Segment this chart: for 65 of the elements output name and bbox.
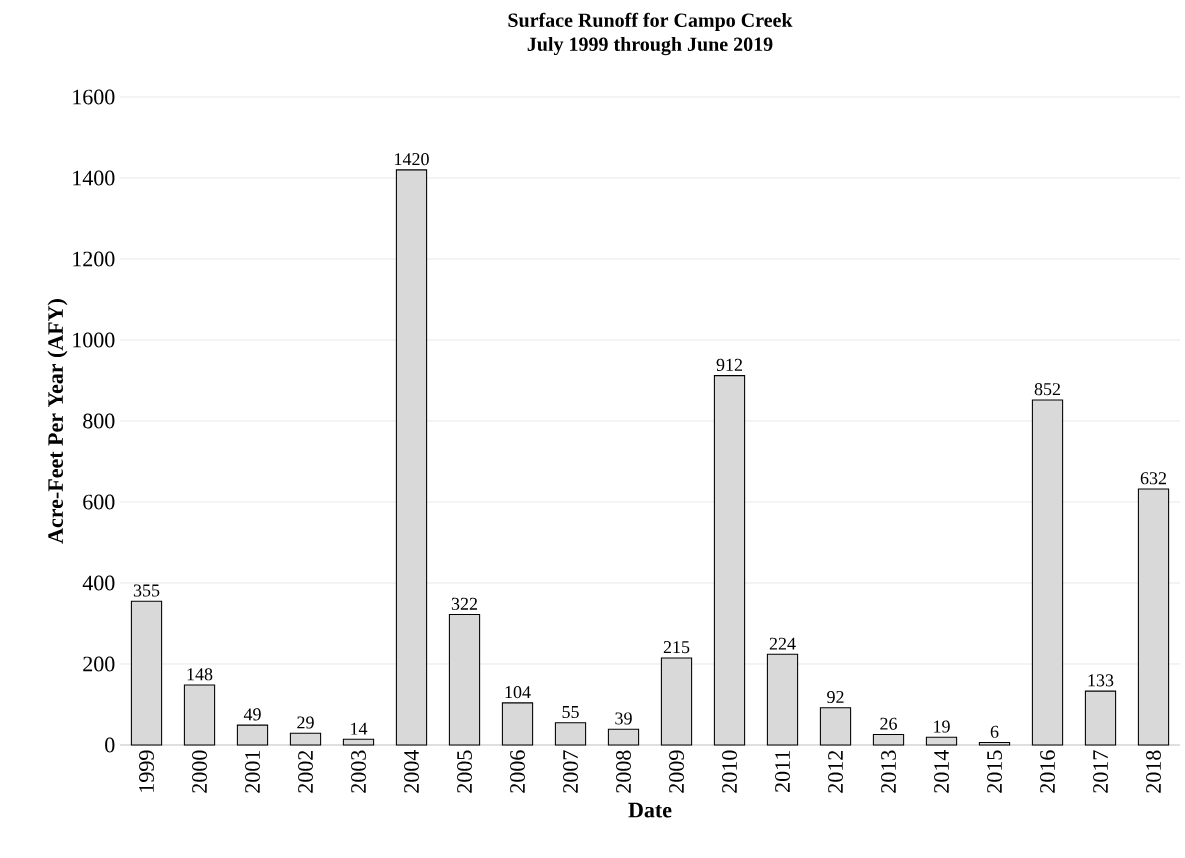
x-tick-label: 2004 xyxy=(404,750,419,793)
data-label: 133 xyxy=(1088,674,1114,687)
data-label: 632 xyxy=(1140,472,1167,485)
bar xyxy=(501,702,534,746)
bar xyxy=(607,728,640,746)
x-tick-label: 2016 xyxy=(1040,750,1055,793)
y-tick-label: 1000 xyxy=(73,332,115,348)
bar xyxy=(342,738,375,746)
data-label: 148 xyxy=(187,668,213,681)
data-label: 19 xyxy=(934,720,950,733)
y-tick-label: 1600 xyxy=(73,89,115,105)
x-tick-label: 2003 xyxy=(351,750,366,793)
data-label: 29 xyxy=(297,716,314,729)
x-axis-title: Date xyxy=(628,802,672,818)
x-tick-label: 2007 xyxy=(563,750,578,793)
data-label: 1420 xyxy=(395,153,429,166)
data-label: 26 xyxy=(880,717,897,730)
y-axis-title: Acre-Feet Per Year (AFY) xyxy=(47,299,68,544)
x-tick-label: 2018 xyxy=(1146,750,1161,793)
data-label: 39 xyxy=(615,712,632,725)
x-tick-label: 2012 xyxy=(828,750,843,793)
x-tick-label: 2010 xyxy=(722,750,737,793)
y-tick-label: 600 xyxy=(83,494,115,510)
x-tick-label: 1999 xyxy=(139,750,154,792)
y-tick-label: 1400 xyxy=(73,170,115,186)
bar xyxy=(183,684,216,746)
data-label: 92 xyxy=(827,690,844,704)
x-tick-label: 2014 xyxy=(934,750,949,793)
bar xyxy=(1084,690,1117,746)
x-tick-label: 2008 xyxy=(616,750,631,793)
data-label: 14 xyxy=(351,722,368,735)
bar xyxy=(819,707,852,746)
bar xyxy=(872,733,905,746)
data-label: 49 xyxy=(243,708,261,721)
y-tick-label: 0 xyxy=(105,737,115,753)
chart-subtitle: July 1999 through June 2019 xyxy=(527,36,773,56)
data-label: 6 xyxy=(990,725,999,738)
x-tick-label: 2006 xyxy=(510,750,525,793)
x-tick-label: 2013 xyxy=(881,750,896,793)
y-tick-label: 400 xyxy=(82,575,115,591)
bar xyxy=(236,724,269,746)
x-tick-label: 2015 xyxy=(987,750,1002,793)
bar xyxy=(925,736,958,746)
bar xyxy=(289,732,322,746)
x-tick-label: 2011 xyxy=(775,751,790,792)
data-label: 224 xyxy=(769,637,796,650)
data-label: 355 xyxy=(133,584,160,597)
data-label: 55 xyxy=(562,706,579,719)
y-tick-label: 1200 xyxy=(73,251,115,267)
bar xyxy=(554,722,587,746)
data-label: 912 xyxy=(716,358,743,371)
bar xyxy=(978,742,1011,746)
x-tick-label: 2009 xyxy=(669,750,684,793)
x-tick-label: 2017 xyxy=(1093,750,1108,793)
data-label: 215 xyxy=(663,641,690,654)
x-tick-label: 2000 xyxy=(192,750,207,793)
data-label: 852 xyxy=(1034,383,1061,396)
data-label: 104 xyxy=(505,686,531,699)
y-tick-label: 800 xyxy=(83,413,115,429)
data-label: 322 xyxy=(451,597,478,610)
x-tick-label: 2001 xyxy=(245,751,260,793)
x-tick-label: 2002 xyxy=(298,750,313,793)
y-tick-label: 200 xyxy=(83,656,115,672)
x-tick-label: 2005 xyxy=(457,750,472,793)
chart-title: Surface Runoff for Campo Creek xyxy=(508,12,793,32)
